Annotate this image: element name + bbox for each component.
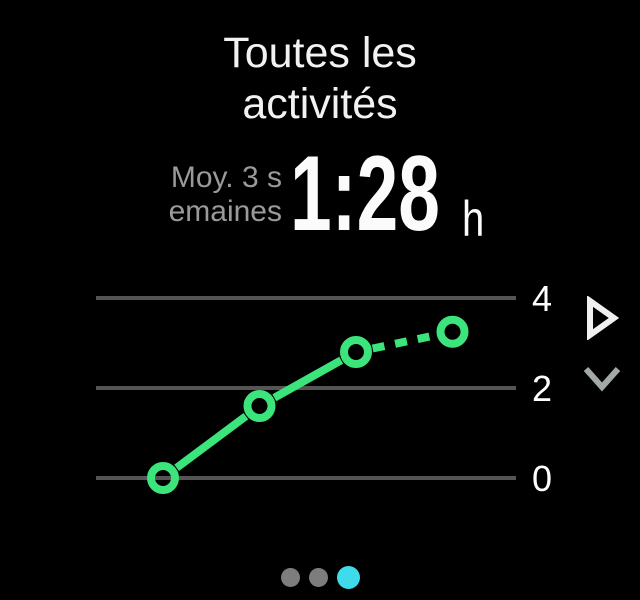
page-indicator bbox=[0, 565, 640, 589]
data-point bbox=[340, 336, 372, 368]
page-dot bbox=[308, 567, 328, 587]
chevron-down-icon[interactable] bbox=[582, 364, 622, 392]
page-title-line1: Toutes les bbox=[223, 29, 417, 77]
page-title-line2: activités bbox=[242, 80, 398, 128]
page-dot-active bbox=[336, 565, 360, 589]
y-axis-tick-label: 4 bbox=[532, 278, 552, 319]
chart-line-segment bbox=[174, 412, 249, 472]
y-axis-tick-label: 2 bbox=[532, 368, 552, 409]
chart-line-segment bbox=[272, 356, 344, 402]
duration-value: 1:28 bbox=[290, 133, 440, 253]
duration-unit: h bbox=[462, 191, 485, 247]
y-axis-tick-label: 0 bbox=[532, 458, 552, 499]
average-period-label-line2: emaines bbox=[168, 195, 282, 228]
data-point bbox=[147, 462, 179, 494]
average-period-label-line1: Moy. 3 s bbox=[170, 161, 282, 194]
page-title: Toutes les activités bbox=[0, 28, 640, 130]
average-period-label: Moy. 3 s emaines bbox=[80, 161, 282, 229]
data-point bbox=[243, 390, 276, 422]
page-dot bbox=[280, 567, 300, 587]
play-triangle-icon[interactable] bbox=[585, 296, 619, 340]
chart-projection-segment bbox=[371, 331, 437, 353]
data-point bbox=[436, 315, 469, 348]
